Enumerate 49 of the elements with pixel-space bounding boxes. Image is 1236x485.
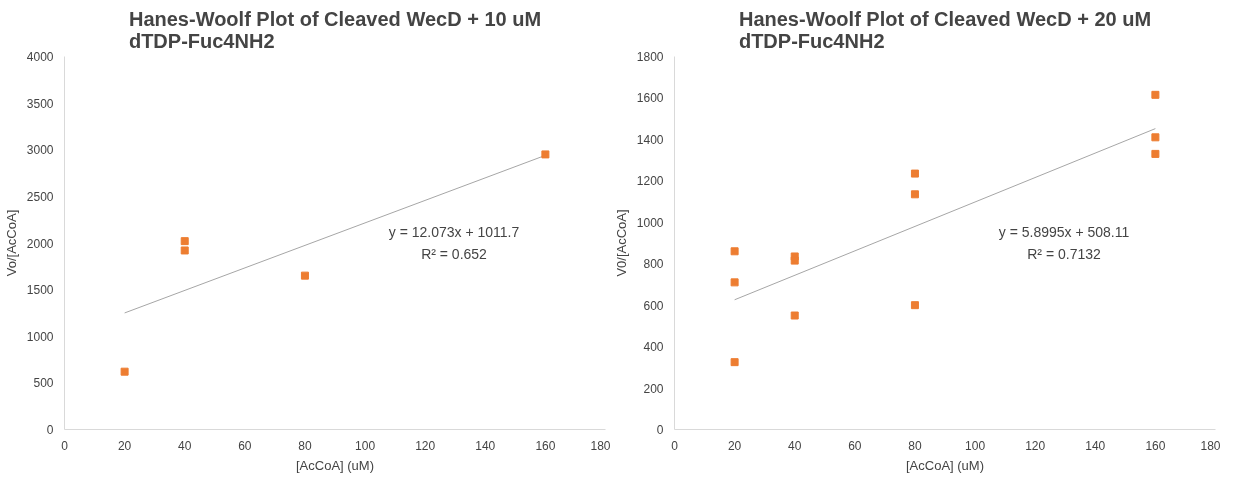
- y-tick-label: 500: [33, 376, 54, 391]
- x-tick-label: 20: [727, 438, 742, 453]
- y-tick-label: 3000: [26, 143, 54, 158]
- y-tick-label: 4000: [26, 50, 54, 64]
- y-tick-label: 600: [643, 298, 664, 313]
- y-tick-label: 2500: [26, 189, 54, 204]
- y-tick-label: 0: [46, 423, 54, 437]
- y-tick-label: 200: [643, 381, 664, 396]
- x-tick-label: 60: [848, 438, 862, 453]
- x-tick-label: 0: [671, 438, 679, 453]
- y-axis-title: Vo/[AcCoA]: [3, 209, 19, 277]
- x-tick-label: 180: [590, 438, 611, 453]
- chart-title: Hanes-Woolf Plot of Cleaved WecD + 20 uM dTDP-Fuc4NH2: [738, 7, 1152, 52]
- x-tick-label: 160: [535, 438, 556, 453]
- x-tick-label: 100: [965, 438, 986, 453]
- x-axis-title: [AcCoA] (uM): [295, 457, 375, 473]
- x-tick-label: 100: [355, 438, 376, 453]
- x-tick-label: 40: [788, 438, 802, 453]
- y-tick-label: 0: [656, 423, 664, 437]
- y-tick-label: 1400: [636, 132, 664, 147]
- x-tick-label: 20: [117, 438, 132, 453]
- y-tick-label: 1800: [636, 50, 664, 64]
- annotation: R² = 0.7132: [1027, 246, 1102, 263]
- y-tick-label: 2000: [26, 236, 54, 251]
- x-tick-label: 180: [1200, 438, 1221, 453]
- x-tick-label: 40: [178, 438, 192, 453]
- x-tick-label: 120: [415, 438, 436, 453]
- x-tick-label: 0: [61, 438, 69, 453]
- annotation: y = 12.073x + 1011.7: [388, 223, 520, 240]
- x-tick-label: 140: [1085, 438, 1106, 453]
- y-tick-label: 400: [643, 340, 664, 355]
- y-tick-label: 1500: [26, 283, 54, 298]
- x-axis-title: [AcCoA] (uM): [905, 457, 985, 473]
- x-tick-label: 60: [238, 438, 252, 453]
- y-tick-label: 1000: [26, 329, 54, 344]
- x-tick-label: 160: [1145, 438, 1166, 453]
- y-tick-label: 3500: [26, 96, 54, 111]
- x-tick-label: 80: [908, 438, 922, 453]
- y-tick-label: 1000: [636, 215, 664, 230]
- annotation: R² = 0.652: [421, 246, 488, 263]
- x-tick-label: 80: [298, 438, 312, 453]
- y-tick-label: 1600: [636, 91, 664, 106]
- chart-title: Hanes-Woolf Plot of Cleaved WecD + 10 uM dTDP-Fuc4NH2: [128, 7, 542, 52]
- x-tick-label: 120: [1025, 438, 1046, 453]
- x-tick-label: 140: [475, 438, 496, 453]
- annotation: y = 5.8995x + 508.11: [998, 223, 1130, 240]
- y-tick-label: 1200: [636, 174, 664, 189]
- y-axis-title: V0/[AcCoA]: [613, 209, 629, 277]
- y-tick-label: 800: [643, 257, 664, 272]
